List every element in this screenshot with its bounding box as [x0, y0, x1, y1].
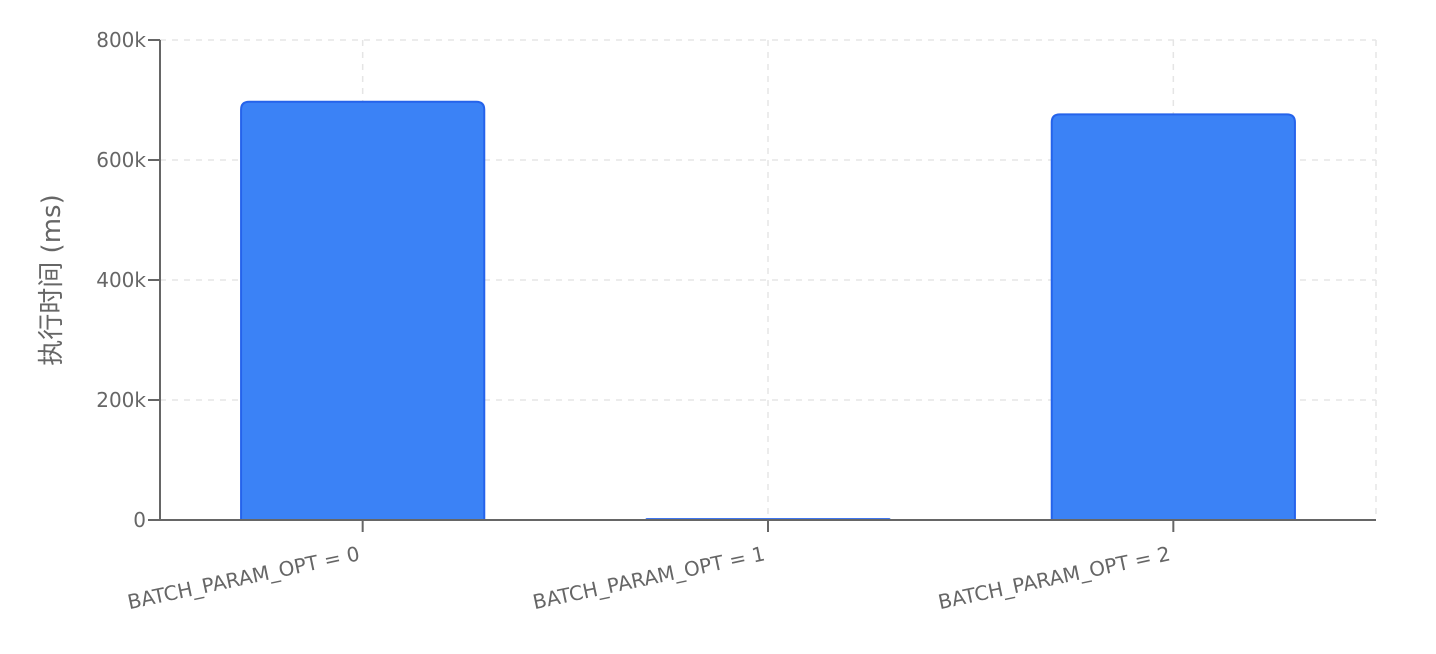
bar-2 [1050, 113, 1296, 521]
bars [240, 100, 1296, 521]
y-tick-label: 400k [96, 268, 146, 292]
y-tick-label: 800k [96, 28, 146, 52]
x-tick-label: BATCH_PARAM_OPT = 1 [531, 541, 767, 614]
y-axis-title: 执行时间 (ms) [37, 194, 67, 365]
y-tick-label: 0 [133, 508, 146, 532]
bar-0 [240, 100, 486, 521]
x-tick-label: BATCH_PARAM_OPT = 2 [936, 541, 1172, 614]
y-tick-label: 200k [96, 388, 146, 412]
y-tick-label: 600k [96, 148, 146, 172]
x-tick-label: BATCH_PARAM_OPT = 0 [125, 541, 361, 614]
